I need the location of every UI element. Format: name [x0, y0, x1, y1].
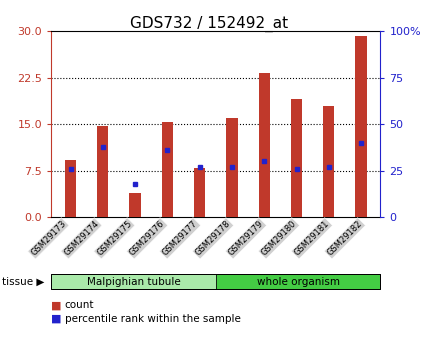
- Text: Malpighian tubule: Malpighian tubule: [87, 277, 180, 286]
- Text: ■: ■: [51, 300, 62, 310]
- Bar: [356, 36, 367, 217]
- Text: tissue ▶: tissue ▶: [2, 277, 44, 286]
- Text: GSM29182: GSM29182: [326, 219, 364, 257]
- Bar: [323, 106, 335, 217]
- Text: count: count: [65, 300, 94, 310]
- Text: GSM29181: GSM29181: [293, 219, 331, 257]
- Text: ■: ■: [51, 314, 62, 324]
- Text: GSM29176: GSM29176: [128, 219, 166, 258]
- Bar: [97, 126, 109, 217]
- Bar: [227, 118, 238, 217]
- Text: GSM29180: GSM29180: [260, 219, 298, 257]
- Bar: [162, 122, 173, 217]
- Text: GSM29179: GSM29179: [227, 219, 265, 257]
- Bar: [291, 99, 302, 217]
- Text: whole organism: whole organism: [257, 277, 340, 286]
- Bar: [194, 168, 205, 217]
- Text: percentile rank within the sample: percentile rank within the sample: [65, 314, 240, 324]
- Text: GSM29177: GSM29177: [161, 219, 199, 258]
- Text: GSM29175: GSM29175: [95, 219, 134, 257]
- Text: GSM29178: GSM29178: [194, 219, 232, 258]
- Text: GSM29173: GSM29173: [29, 219, 68, 258]
- Text: GDS732 / 152492_at: GDS732 / 152492_at: [130, 16, 288, 32]
- Text: GSM29174: GSM29174: [62, 219, 101, 257]
- Bar: [259, 73, 270, 217]
- Bar: [65, 160, 76, 217]
- Bar: [129, 193, 141, 217]
